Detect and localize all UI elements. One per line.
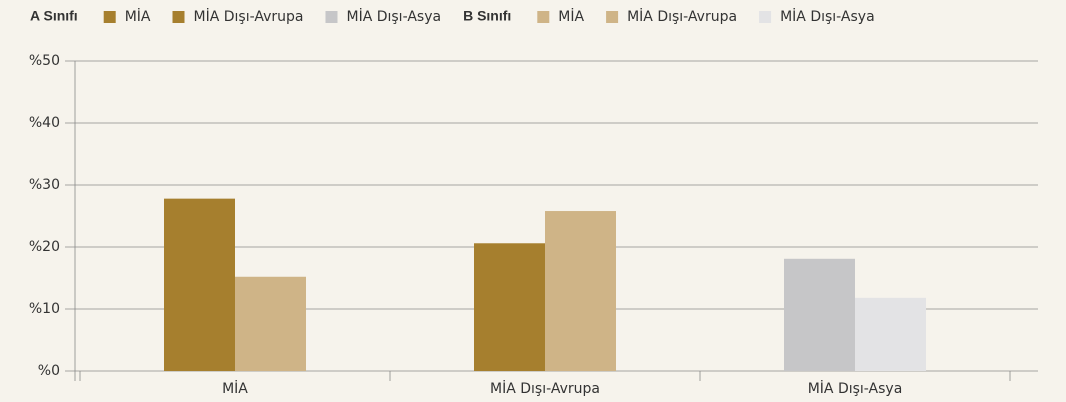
y-tick-label: %50 xyxy=(29,53,60,69)
y-tick-label: %30 xyxy=(29,177,60,193)
bar xyxy=(545,211,616,371)
legend-swatch xyxy=(759,11,772,23)
x-tick-label: MİA Dışı-Avrupa xyxy=(490,379,600,397)
y-tick-label: %10 xyxy=(29,301,60,317)
legend-group-title: A Sınıfı xyxy=(30,8,78,24)
x-tick-label: MİA Dışı-Asya xyxy=(808,379,903,397)
legend-swatch xyxy=(325,11,338,23)
y-tick-label: %0 xyxy=(38,363,60,379)
legend-swatch xyxy=(606,11,619,23)
legend-label: MİA xyxy=(125,7,151,25)
x-tick-label: MİA xyxy=(222,379,248,397)
legend-swatch xyxy=(172,11,185,23)
y-tick-label: %20 xyxy=(29,239,60,255)
bar xyxy=(474,243,545,371)
y-tick-label: %40 xyxy=(29,115,60,131)
bar xyxy=(784,258,855,371)
legend-label: MİA Dışı-Avrupa xyxy=(627,7,737,25)
legend-swatch xyxy=(103,11,116,23)
legend-label: MİA Dışı-Avrupa xyxy=(194,7,304,25)
bar xyxy=(164,198,235,371)
bar xyxy=(235,276,306,371)
legend-label: MİA Dışı-Asya xyxy=(780,7,875,25)
legend-group-title: B Sınıfı xyxy=(463,8,511,24)
bar xyxy=(855,297,926,371)
legend-label: MİA Dışı-Asya xyxy=(346,7,441,25)
legend-swatch xyxy=(537,11,550,23)
legend-label: MİA xyxy=(558,7,584,25)
